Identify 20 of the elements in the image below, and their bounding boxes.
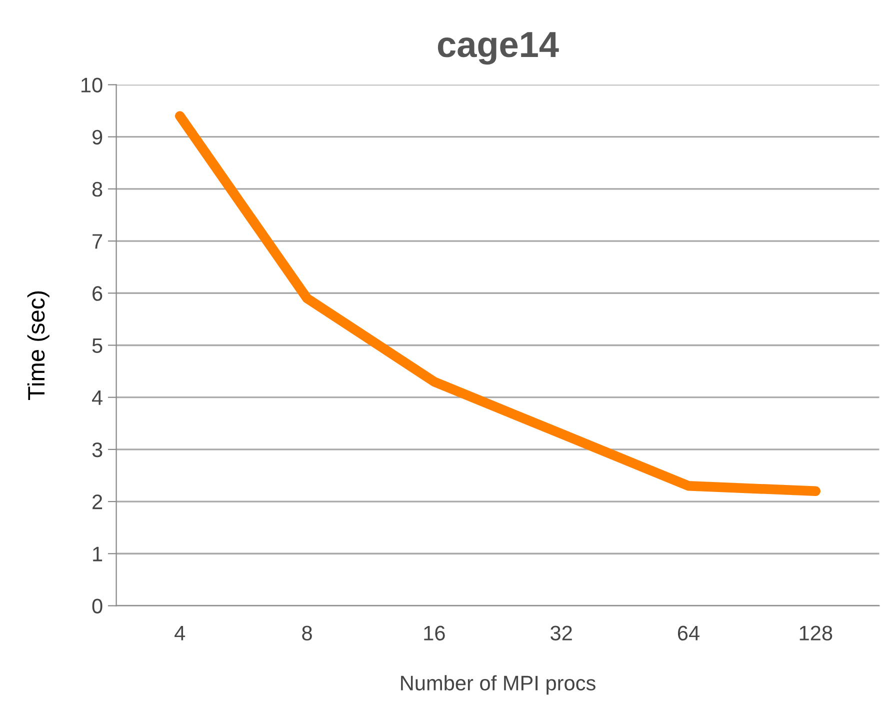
y-tick-label: 6: [92, 286, 102, 301]
x-tick-label: 64: [678, 626, 700, 640]
y-tick-label: 2: [92, 494, 102, 510]
y-tick-label: 8: [92, 182, 102, 197]
y-tick-label: 0: [92, 598, 102, 614]
x-tick-label: 16: [424, 626, 445, 640]
x-tick-label: 32: [550, 626, 572, 640]
y-tick-label: 9: [92, 130, 102, 145]
y-tick-label: 10: [82, 78, 102, 92]
x-tick-label: 4: [174, 626, 186, 640]
y-tick-label: 1: [93, 546, 102, 562]
x-tick-label: 128: [800, 626, 832, 640]
chart-title: cage14: [438, 32, 559, 65]
y-axis-title: Time (sec): [27, 291, 50, 400]
y-tick-label: 4: [92, 390, 102, 405]
x-axis-title: Number of MPI procs: [401, 675, 596, 695]
x-tick-label: 8: [302, 626, 312, 640]
y-tick-label: 5: [92, 338, 102, 353]
y-tick-label: 3: [92, 442, 102, 458]
y-tick-label: 7: [92, 234, 102, 249]
